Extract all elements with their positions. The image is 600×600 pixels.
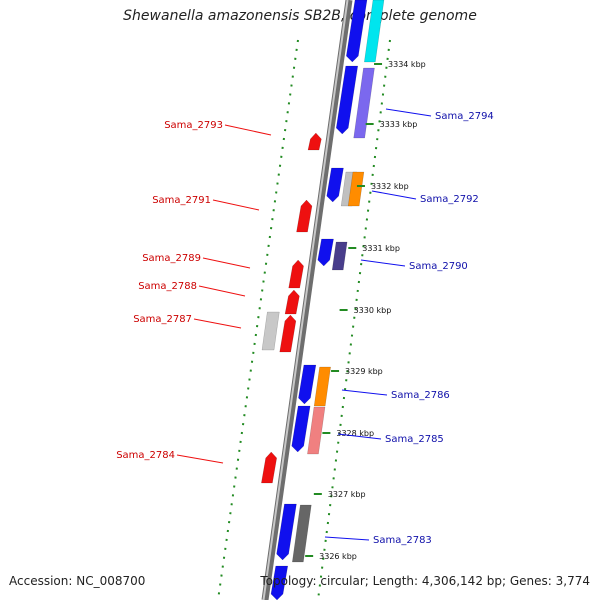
- gene-label-right-4: Sama_2785: [385, 434, 444, 445]
- connector-left-0: [224, 124, 272, 136]
- connector-right-5: [324, 536, 370, 541]
- reverse-gene-4: [279, 314, 297, 353]
- connector-left-2: [202, 257, 251, 269]
- forward-gene-4: [298, 364, 317, 405]
- gene-label-right-2: Sama_2790: [409, 261, 468, 272]
- gene-label-left-4: Sama_2787: [133, 314, 192, 325]
- tick-label-5: 3329 kbp: [345, 367, 383, 376]
- reverse-gene-5: [261, 451, 277, 484]
- category-salmon: [307, 406, 326, 455]
- tick-label-1: 3333 kbp: [380, 120, 418, 129]
- gene-label-left-5: Sama_2784: [116, 450, 175, 461]
- category-dark-grey: [292, 504, 312, 563]
- backbone-highlight: [262, 0, 349, 600]
- reverse-gene-0: [307, 132, 322, 151]
- accession-text: Accession: NC_008700: [9, 574, 146, 588]
- connector-right-3: [341, 389, 388, 396]
- map-title: Shewanella amazonensis SB2B, complete ge…: [123, 8, 477, 24]
- tick-label-2: 3332 kbp: [371, 182, 409, 191]
- gene-label-right-3: Sama_2786: [391, 390, 450, 401]
- gene-label-left-0: Sama_2793: [164, 120, 223, 131]
- reverse-gene-2: [288, 259, 304, 289]
- reverse-gene-1: [296, 199, 313, 233]
- connector-right-1: [371, 190, 417, 200]
- reverse-category-grey: [261, 311, 280, 351]
- tick-label-0: 3334 kbp: [388, 60, 426, 69]
- tick-label-7: 3327 kbp: [328, 490, 366, 499]
- connector-left-4: [193, 318, 242, 329]
- gene-label-left-1: Sama_2791: [152, 195, 211, 206]
- category-orange: [347, 171, 365, 207]
- forward-gene-2: [326, 167, 344, 203]
- forward-gene-3: [317, 238, 334, 267]
- category-dark-slate: [331, 241, 348, 271]
- reverse-gene-3: [284, 289, 300, 315]
- gene-label-left-3: Sama_2788: [138, 281, 197, 292]
- forward-gene-5: [291, 405, 311, 453]
- connector-right-2: [360, 259, 406, 267]
- category-medium-slate: [353, 67, 375, 139]
- gene-label-right-1: Sama_2792: [420, 194, 479, 205]
- tick-label-8: 3326 kbp: [319, 552, 357, 561]
- forward-gene-0: [346, 0, 368, 63]
- forward-gene-6: [276, 503, 297, 561]
- tick-label-6: 3328 kbp: [336, 429, 374, 438]
- connector-left-5: [176, 454, 224, 464]
- category-orange-2: [313, 366, 331, 407]
- forward-gene-1: [335, 65, 359, 135]
- connector-left-1: [212, 199, 260, 211]
- topology-text: Topology: circular; Length: 4,306,142 bp…: [260, 574, 590, 588]
- gene-label-right-0: Sama_2794: [435, 111, 494, 122]
- connector-right-0: [385, 108, 432, 117]
- connector-left-3: [198, 285, 246, 297]
- tick-label-3: 3331 kbp: [362, 244, 400, 253]
- connector-right-4: [337, 433, 382, 440]
- category-cyan: [364, 0, 385, 63]
- gene-label-right-5: Sama_2783: [373, 535, 432, 546]
- forward-gene-7: [270, 565, 289, 600]
- genome-backbone: [261, 0, 353, 600]
- tick-label-4: 3330 kbp: [354, 306, 392, 315]
- gene-label-left-2: Sama_2789: [142, 253, 201, 264]
